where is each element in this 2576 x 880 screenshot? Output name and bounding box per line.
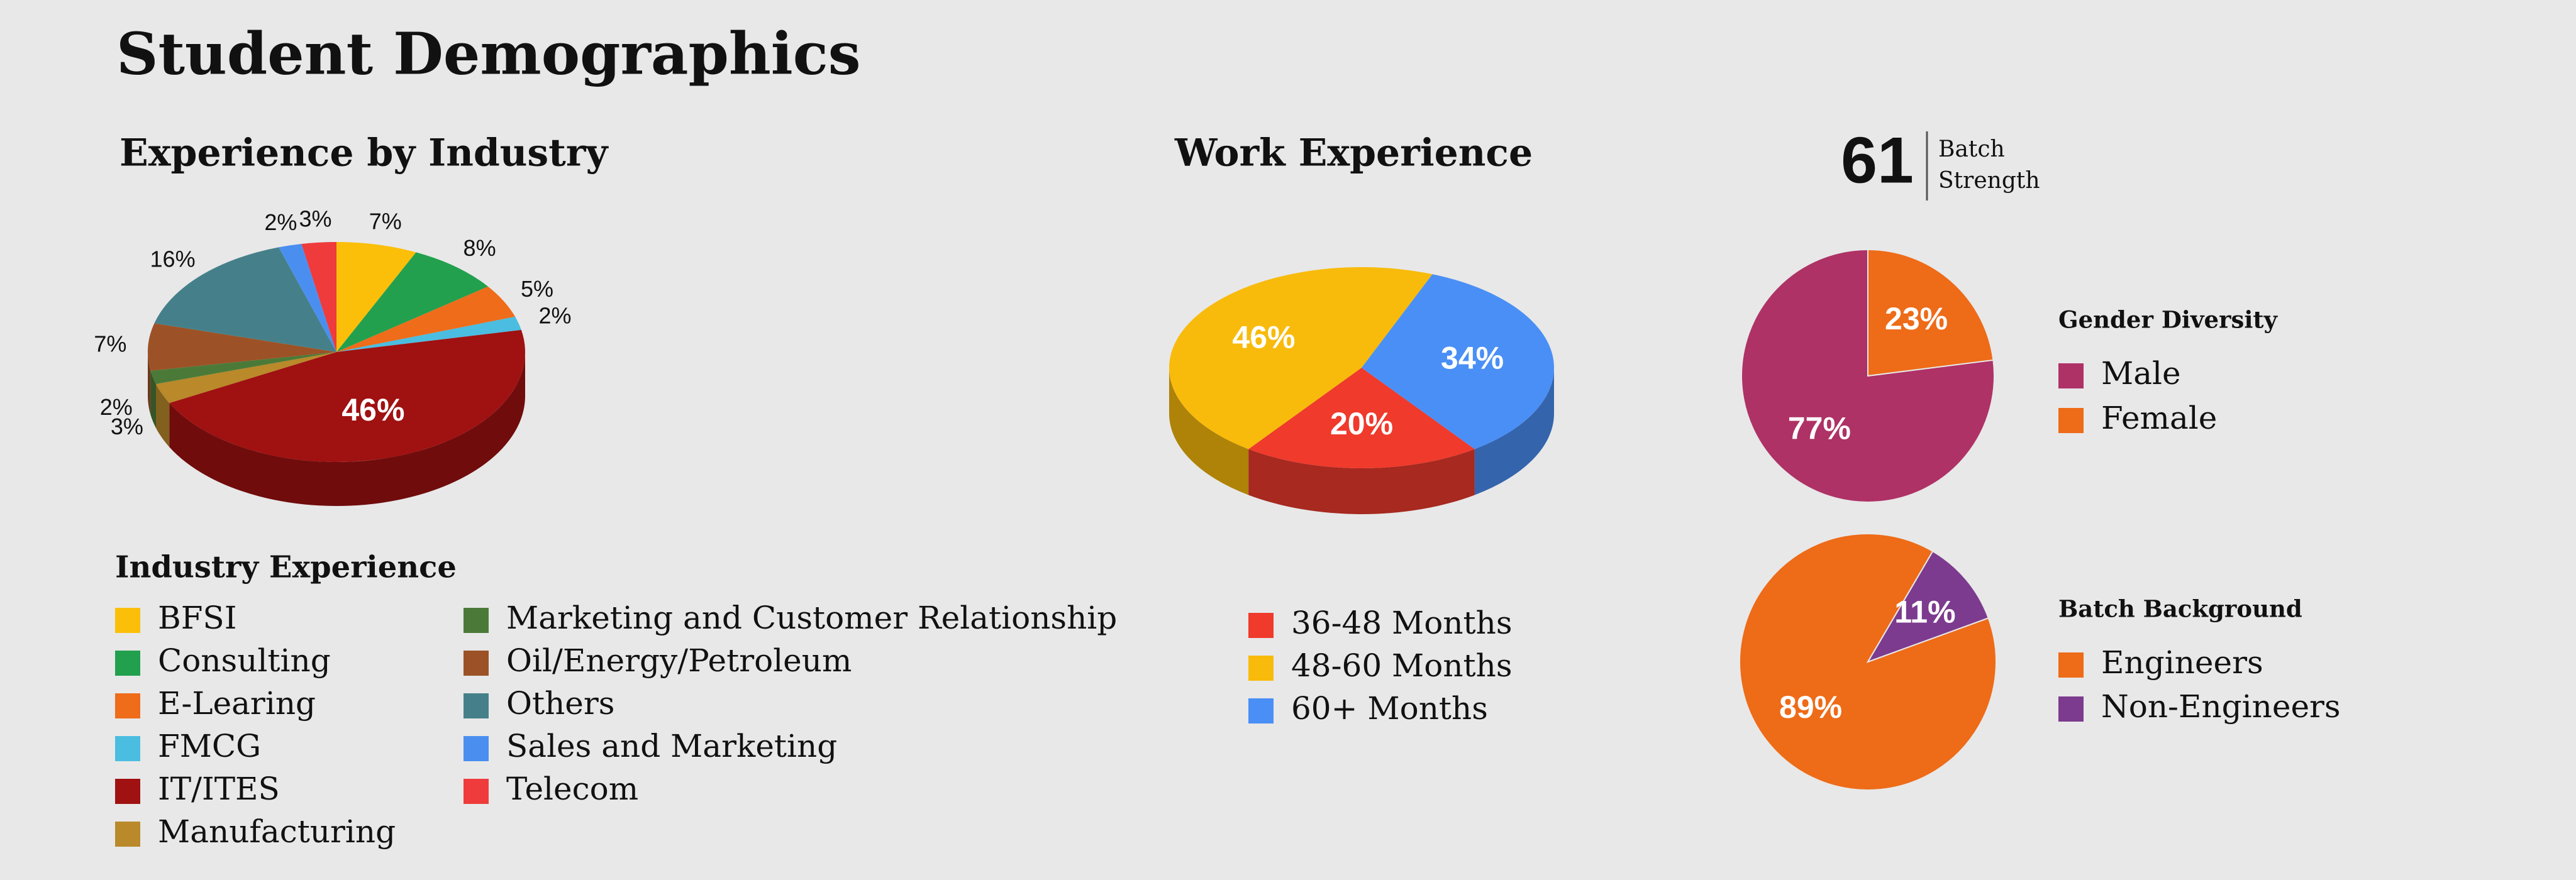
legend-swatch: [464, 608, 489, 633]
value-label: 23%: [1885, 301, 1948, 336]
pie-slice: [1741, 248, 1995, 503]
pie-slice: [336, 316, 521, 352]
pie-side: [1169, 368, 1249, 495]
legend-label: Non-Engineers: [2101, 688, 2341, 725]
legend-label: Male: [2101, 355, 2181, 392]
chart-title: Gender Diversity: [2058, 306, 2278, 334]
value-label: 11%: [1894, 594, 1955, 629]
value-label: 34%: [1441, 341, 1504, 376]
legend-label: Oil/Energy/Petroleum: [506, 642, 852, 679]
pie-slice: [301, 242, 336, 352]
legend-label: Others: [506, 685, 614, 722]
pie-side: [1474, 368, 1554, 495]
legend-swatch: [2058, 363, 2084, 388]
batch-strength-label: Strength: [1938, 168, 2040, 194]
legend-swatch: [1248, 656, 1274, 681]
pie-side: [150, 370, 157, 428]
legend-label: BFSI: [158, 600, 236, 636]
value-label: 89%: [1779, 690, 1842, 725]
value-label: 2%: [538, 303, 571, 329]
page-title: Student Demographics: [116, 20, 861, 88]
value-label: 2%: [264, 209, 297, 235]
pie-side: [169, 352, 525, 506]
pie-slice: [1866, 550, 1989, 663]
legend-swatch: [464, 693, 489, 718]
value-label: 20%: [1330, 406, 1393, 441]
pie-slice: [336, 286, 516, 352]
legend-label: IT/ITES: [158, 771, 280, 807]
pie-slice: [169, 329, 525, 462]
value-label: 2%: [100, 394, 133, 420]
legend-swatch: [464, 651, 489, 676]
legend-label: Marketing and Customer Relationship: [506, 600, 1117, 636]
legend-swatch: [464, 779, 489, 804]
legend-swatch: [115, 822, 140, 847]
legend-label: Manufacturing: [158, 813, 396, 850]
value-label: 7%: [369, 208, 402, 234]
value-label: 8%: [464, 235, 496, 261]
pie-slice: [150, 352, 336, 384]
legend-label: 36-48 Months: [1291, 605, 1513, 641]
legend-swatch: [115, 779, 140, 804]
pie-slice: [1248, 368, 1475, 469]
legend-swatch: [2058, 696, 2084, 722]
pie-slice: [156, 352, 336, 404]
chart-title: Batch Background: [2058, 595, 2302, 623]
pie-side: [156, 383, 170, 448]
pie-side: [148, 352, 151, 415]
pie-slice: [336, 252, 489, 352]
pie-slice: [147, 323, 336, 371]
pie-slice: [1867, 248, 1994, 377]
legend-label: 60+ Months: [1291, 690, 1488, 727]
batch-strength-label: Batch: [1938, 136, 2005, 162]
pie-slice: [336, 242, 416, 352]
value-label: 46%: [1232, 319, 1295, 355]
chart-title: Experience by Industry: [119, 131, 609, 175]
legend-title: Industry Experience: [115, 550, 457, 585]
value-label: 3%: [299, 206, 331, 231]
legend-swatch: [115, 651, 140, 676]
legend-label: 48-60 Months: [1291, 647, 1513, 684]
value-label: 46%: [341, 392, 404, 427]
legend-swatch: [115, 736, 140, 761]
pie-slice: [1362, 274, 1554, 449]
legend-label: Consulting: [158, 642, 331, 679]
legend-swatch: [2058, 408, 2084, 433]
batch-strength-value: 61: [1841, 124, 1914, 197]
legend-label: Telecom: [506, 771, 638, 807]
legend-label: FMCG: [158, 728, 261, 764]
pie-slice: [279, 244, 336, 352]
value-label: 16%: [150, 246, 196, 272]
value-label: 77%: [1788, 411, 1851, 446]
pie-side: [1248, 449, 1475, 514]
legend-label: Female: [2101, 400, 2217, 436]
legend-swatch: [464, 736, 489, 761]
legend-swatch: [115, 608, 140, 633]
legend-swatch: [2058, 652, 2084, 678]
legend-swatch: [115, 693, 140, 718]
legend-swatch: [1248, 613, 1274, 638]
value-label: 3%: [111, 414, 143, 439]
pie-slice: [154, 247, 336, 352]
legend-label: Engineers: [2101, 644, 2263, 681]
legend-label: Sales and Marketing: [506, 728, 837, 764]
value-label: 7%: [94, 331, 126, 357]
chart-title: Work Experience: [1174, 131, 1533, 175]
value-label: 5%: [521, 276, 553, 302]
legend-label: E-Learing: [158, 685, 316, 722]
pie-slice: [1169, 267, 1433, 449]
legend-swatch: [1248, 698, 1274, 723]
